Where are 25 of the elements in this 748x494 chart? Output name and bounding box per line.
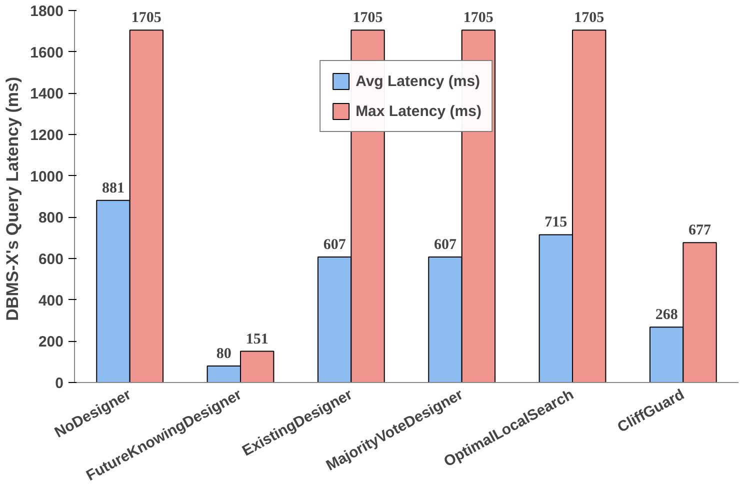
y-tick-label: 1600: [30, 44, 64, 62]
y-tick-label: 1200: [30, 127, 64, 144]
y-tick-label: 400: [38, 292, 64, 310]
y-tick-label: 600: [38, 251, 64, 268]
data-label: 1705: [463, 10, 494, 26]
legend-label: Max Latency (ms): [356, 102, 482, 120]
data-label: 1705: [574, 10, 604, 26]
data-label: 881: [102, 180, 124, 196]
data-label: 151: [246, 331, 268, 348]
data-label: 677: [688, 222, 712, 239]
y-tick-label: 1400: [30, 86, 64, 103]
data-label: 268: [655, 307, 678, 324]
y-tick-label: 800: [38, 210, 64, 227]
legend-label: Avg Latency (ms): [356, 72, 480, 90]
y-tick-label: 1800: [30, 3, 64, 20]
data-label: 715: [544, 214, 568, 231]
data-label: 607: [434, 237, 457, 254]
y-tick-label: 200: [38, 334, 64, 351]
y-tick-label: 0: [55, 375, 64, 392]
data-label: 607: [323, 237, 346, 254]
data-label: 1705: [352, 10, 383, 26]
data-label: 1705: [131, 10, 162, 26]
y-tick-label: 1000: [30, 168, 64, 186]
data-label: 80: [216, 346, 232, 362]
y-axis-title: DBMS-X's Query Latency (ms): [3, 76, 22, 321]
